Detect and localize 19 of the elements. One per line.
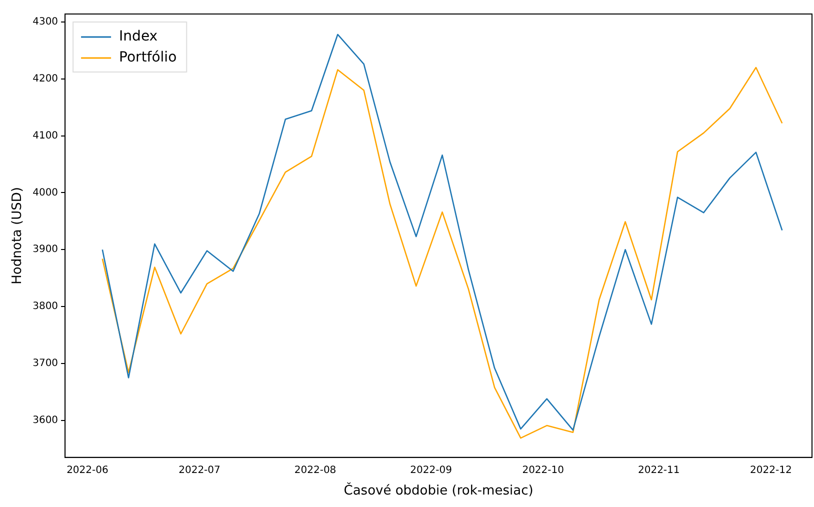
y-tick-label: 4100 — [32, 130, 58, 142]
x-tick-label: 2022-09 — [410, 464, 452, 476]
x-tick-label: 2022-07 — [178, 464, 220, 476]
y-tick-label: 3600 — [32, 414, 58, 426]
y-tick-label: 4300 — [32, 16, 58, 28]
x-tick-label: 2022-06 — [66, 464, 108, 476]
y-tick-label: 3800 — [32, 301, 58, 312]
legend-label: Portfólio — [119, 50, 177, 66]
x-axis-title: Časové obdobie (rok-mesiac) — [344, 482, 534, 499]
legend-label: Index — [119, 28, 158, 45]
x-tick-label: 2022-11 — [638, 464, 680, 476]
y-tick-label: 4200 — [32, 73, 58, 84]
y-tick-label: 3700 — [32, 358, 58, 370]
x-tick-label: 2022-10 — [522, 464, 564, 476]
x-tick-label: 2022-08 — [294, 464, 336, 476]
x-tick-label: 2022-12 — [750, 464, 792, 476]
y-axis-title: Hodnota (USD) — [10, 187, 26, 284]
y-tick-label: 3900 — [32, 244, 58, 256]
y-tick-label: 4000 — [32, 187, 58, 198]
